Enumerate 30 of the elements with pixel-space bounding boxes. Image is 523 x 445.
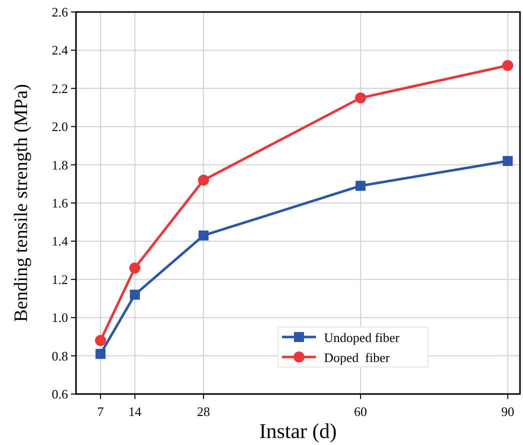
point	[96, 348, 106, 359]
y-tick-label: 2.0	[52, 119, 68, 134]
y-tick-label: 1.8	[52, 157, 68, 172]
legend-label: Undoped fiber	[324, 330, 400, 345]
y-tick-label: 1.4	[52, 234, 68, 249]
point	[95, 335, 106, 346]
y-tick-label: 1.2	[52, 272, 68, 287]
y-tick-label: 1.6	[52, 196, 68, 210]
x-tick-label: 28	[197, 404, 210, 419]
y-tick-label: 2.2	[52, 80, 68, 96]
y-tick-label: 2.6	[52, 4, 68, 20]
x-tick-label: 60	[354, 404, 368, 419]
point	[198, 230, 209, 240]
point	[502, 156, 513, 166]
point	[355, 92, 366, 104]
point	[198, 174, 210, 186]
point	[129, 262, 140, 274]
x-axis-title: Instar (d)	[259, 419, 337, 443]
x-tick-label: 7	[97, 404, 104, 419]
point	[356, 180, 366, 191]
y-tick-label: 0.6	[52, 386, 68, 402]
legend-label: Doped fiber	[324, 350, 390, 365]
y-tick-label: 0.8	[52, 348, 68, 364]
point	[502, 60, 514, 71]
y-axis-title: Bending tensile strength (MPa)	[11, 84, 32, 322]
x-tick-label: 14	[128, 404, 142, 419]
y-tick-label: 1.0	[52, 310, 68, 326]
y-tick-label: 2.4	[52, 42, 68, 58]
x-tick-label: 90	[501, 404, 514, 419]
point	[130, 290, 140, 300]
